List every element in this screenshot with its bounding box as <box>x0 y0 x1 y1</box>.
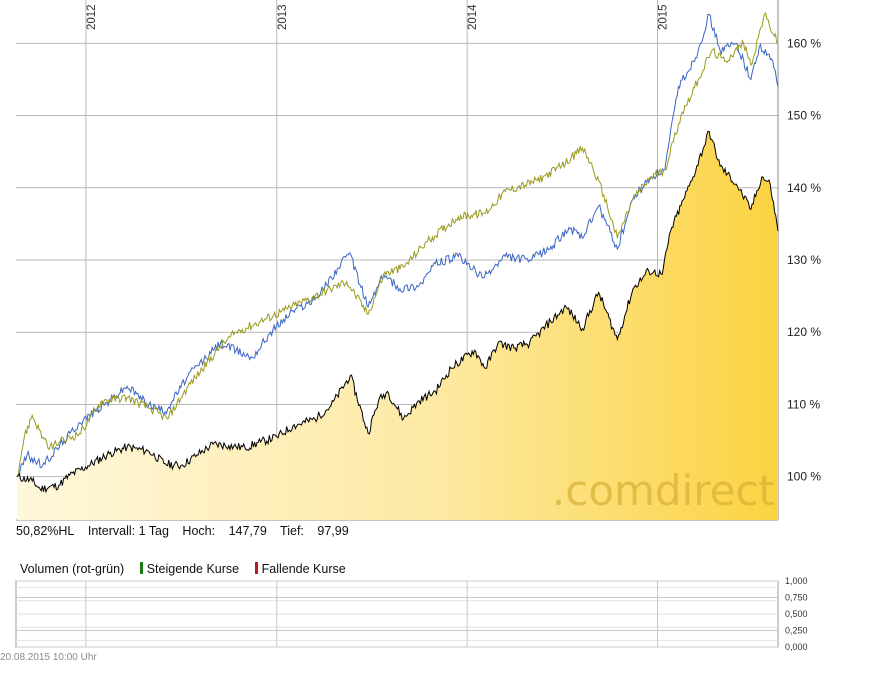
y-tick-label: 140 % <box>787 181 821 195</box>
falling-marker-icon <box>254 562 258 574</box>
year-label: 2013 <box>277 4 289 30</box>
volume-tick-label: 0,250 <box>785 626 808 636</box>
high-value: 147,79 <box>228 524 267 538</box>
high-label: Hoch: <box>182 524 216 538</box>
volume-title: Volumen (rot-grün) <box>20 562 125 576</box>
low-label: Tief: <box>280 524 304 538</box>
y-tick-label: 110 % <box>787 397 820 411</box>
year-label: 2015 <box>658 4 670 30</box>
series-2-line <box>16 13 779 478</box>
falling-label: Fallende Kurse <box>261 562 346 576</box>
series-1-area <box>17 131 778 520</box>
rising-label: Steigende Kurse <box>146 562 240 576</box>
y-tick-label: 130 % <box>787 253 821 267</box>
interval-label: Intervall: 1 Tag <box>87 524 169 538</box>
y-tick-label: 120 % <box>787 325 821 339</box>
performance-value: 50,82%HL <box>16 524 75 538</box>
volume-tick-label: 0,750 <box>785 593 808 603</box>
volume-tick-label: 1,000 <box>785 576 808 586</box>
low-value: 97,99 <box>317 524 349 538</box>
volume-legend: Volumen (rot-grün) Steigende Kurse Falle… <box>20 562 346 576</box>
year-label: 2012 <box>86 4 98 30</box>
series-1-line <box>16 130 779 494</box>
rising-marker-icon <box>139 562 143 574</box>
watermark: .comdirect <box>552 466 775 515</box>
y-tick-label: 150 % <box>787 109 821 123</box>
series-3-line <box>16 11 779 477</box>
y-tick-label: 100 % <box>787 470 821 484</box>
timestamp: 20.08.2015 10:00 Uhr <box>0 652 97 663</box>
stats-row: 50,82%HL Intervall: 1 Tag Hoch: 147,79 T… <box>16 524 359 538</box>
volume-tick-label: 0,500 <box>785 609 808 619</box>
volume-tick-label: 0,000 <box>785 642 808 652</box>
year-label: 2014 <box>467 4 479 30</box>
y-tick-label: 160 % <box>787 36 821 50</box>
